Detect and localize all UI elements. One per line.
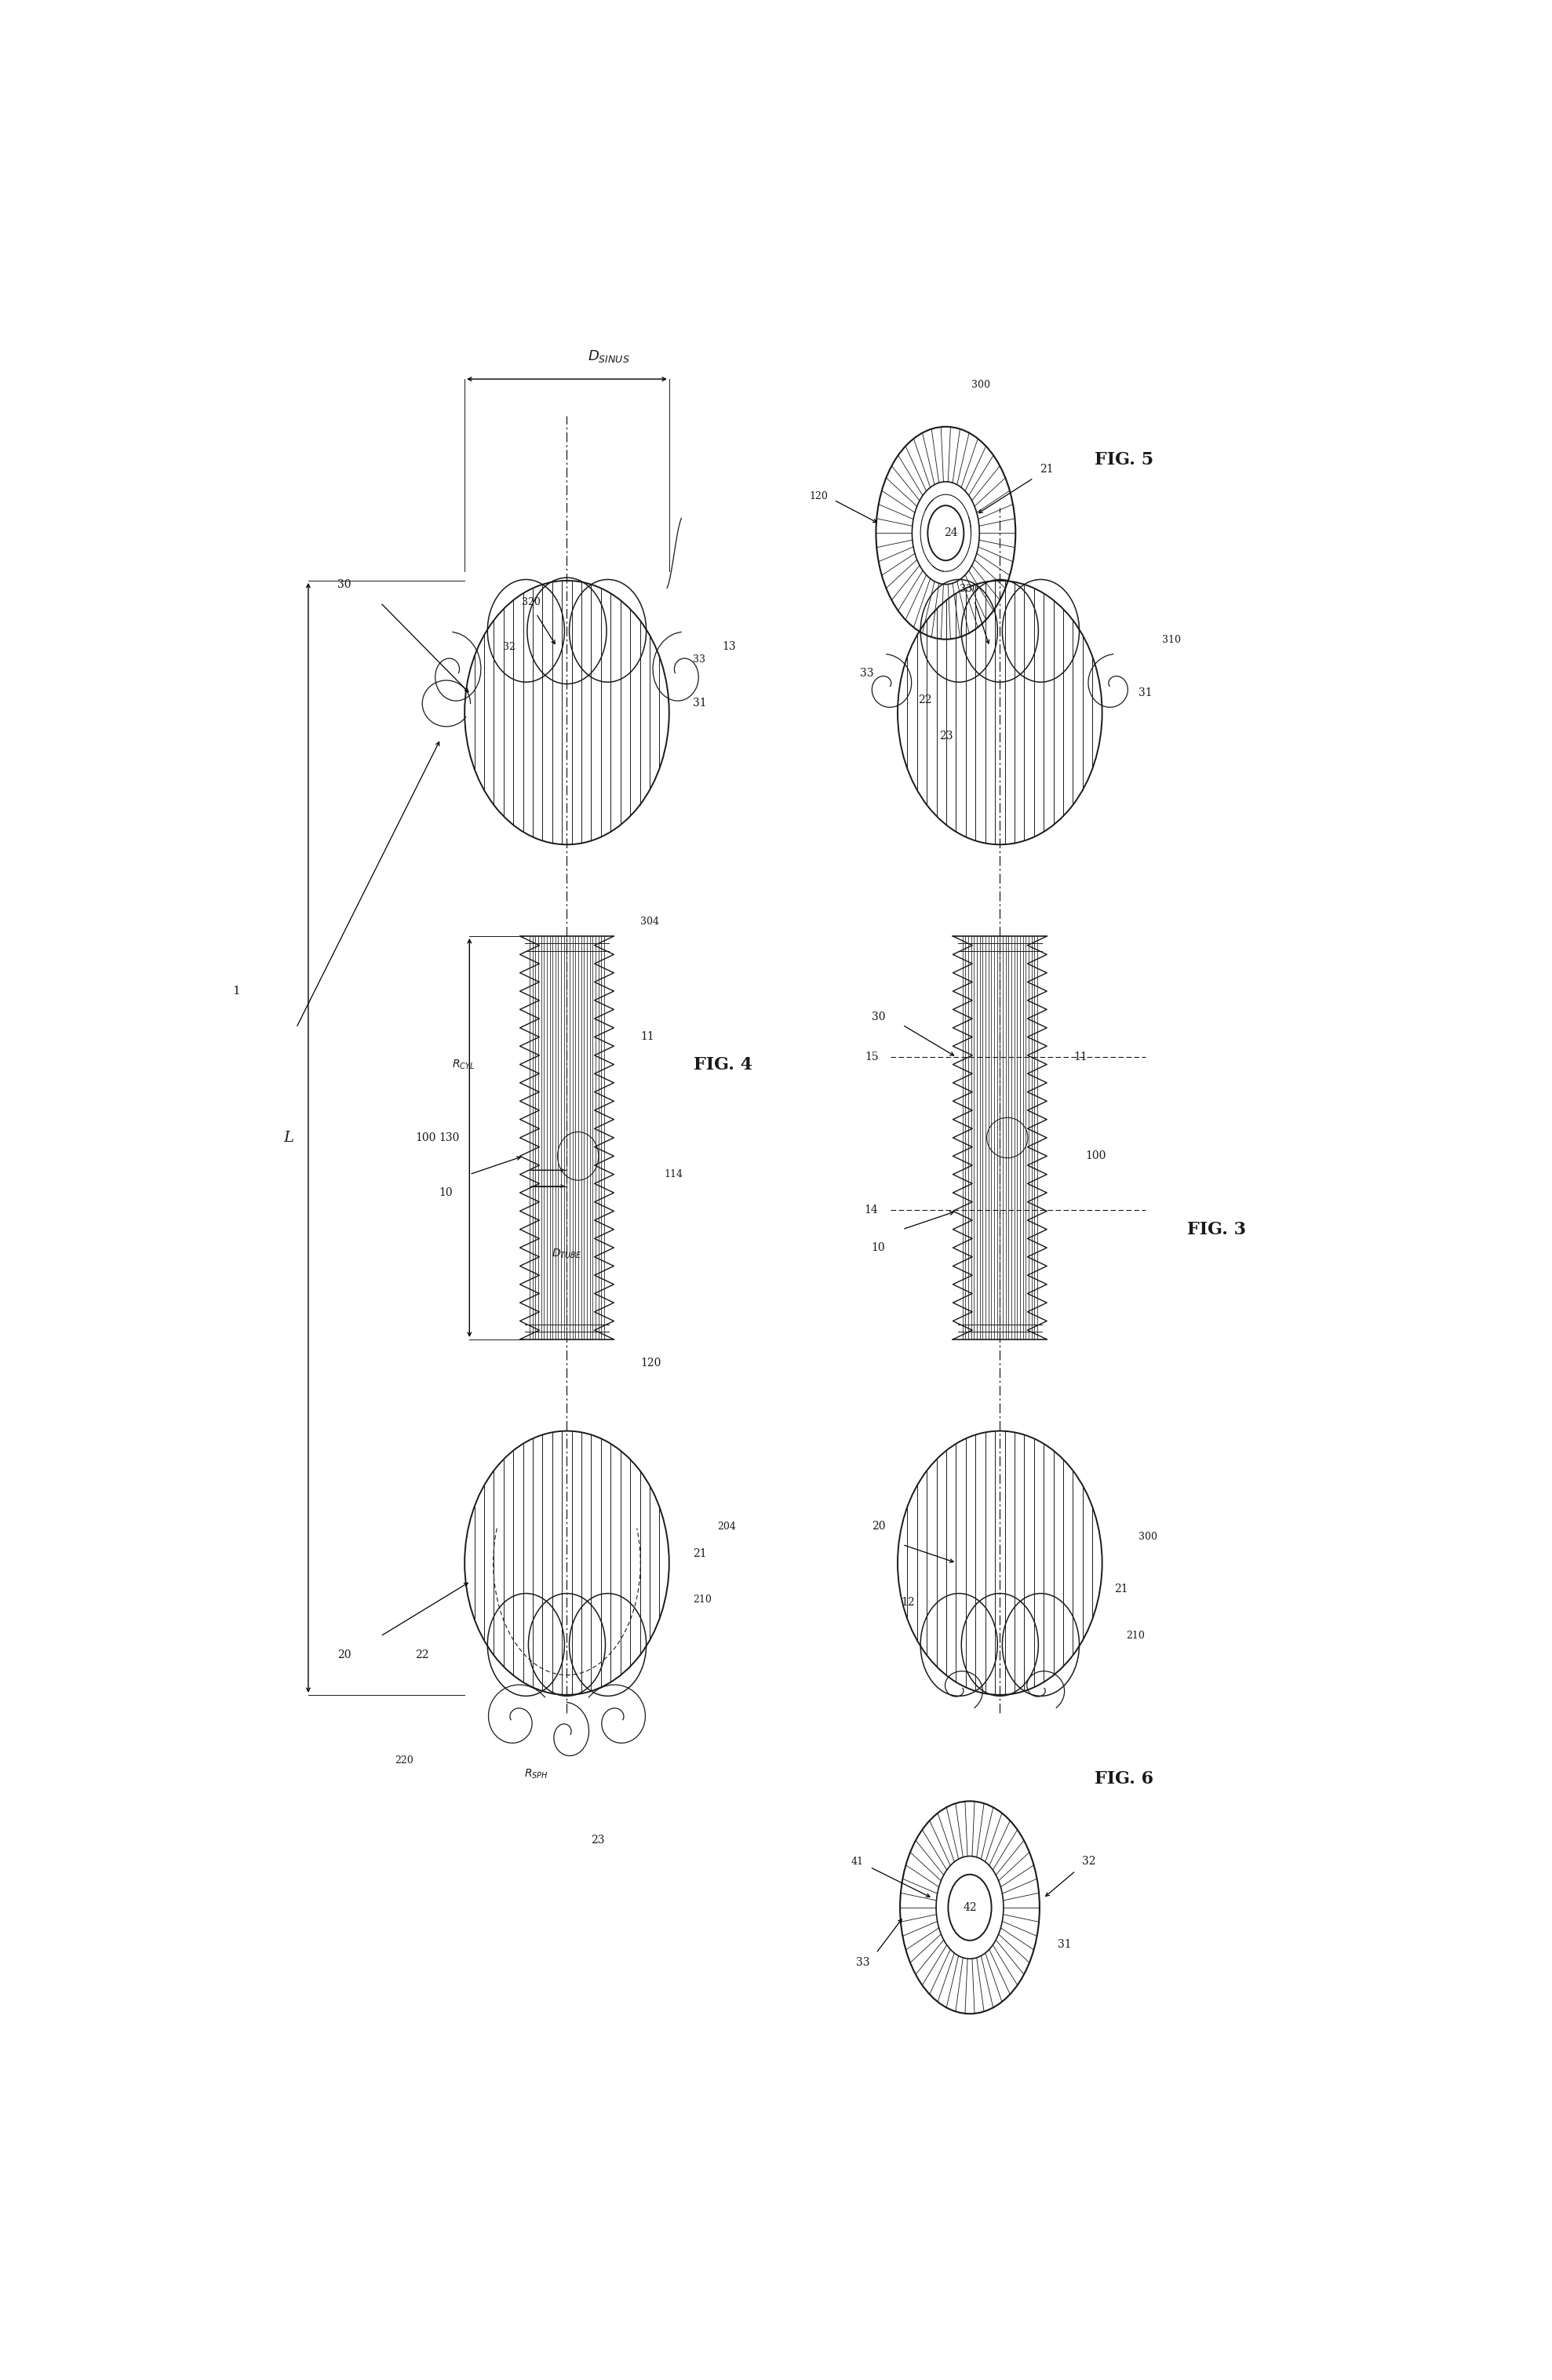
Text: 24: 24 — [944, 528, 958, 538]
Text: FIG. 5: FIG. 5 — [1094, 452, 1153, 469]
Text: FIG. 3: FIG. 3 — [1187, 1221, 1246, 1238]
Text: 31: 31 — [1057, 1940, 1071, 1949]
Text: FIG. 4: FIG. 4 — [694, 1057, 753, 1073]
Text: FIG. 6: FIG. 6 — [1094, 1771, 1153, 1787]
Text: 300: 300 — [972, 381, 990, 390]
Text: 120: 120 — [641, 1357, 661, 1368]
Text: 15: 15 — [864, 1052, 878, 1061]
Text: 1: 1 — [233, 985, 241, 997]
Text: $R_{SPH}$: $R_{SPH}$ — [525, 1768, 548, 1780]
Text: 33: 33 — [857, 1956, 871, 1968]
Text: L: L — [284, 1130, 293, 1145]
Text: 100: 100 — [414, 1133, 436, 1142]
Text: 30: 30 — [872, 1011, 885, 1023]
Text: 32: 32 — [503, 643, 515, 652]
Text: 33: 33 — [860, 666, 874, 678]
Text: 304: 304 — [641, 916, 660, 928]
Text: 22: 22 — [414, 1649, 428, 1661]
Text: 23: 23 — [591, 1835, 604, 1845]
Text: $R_{CYL}$: $R_{CYL}$ — [452, 1059, 475, 1071]
Text: 100: 100 — [1085, 1150, 1107, 1161]
Text: 14: 14 — [864, 1204, 878, 1216]
Text: 130: 130 — [439, 1133, 459, 1142]
Text: 220: 220 — [396, 1756, 414, 1766]
Text: 20: 20 — [337, 1649, 351, 1659]
Text: $D_{SINUS}$: $D_{SINUS}$ — [587, 350, 630, 364]
Text: 23: 23 — [939, 731, 953, 743]
Text: 30: 30 — [337, 578, 351, 590]
Text: 204: 204 — [717, 1521, 736, 1530]
Text: 41: 41 — [852, 1856, 864, 1866]
Text: 114: 114 — [664, 1169, 683, 1180]
Text: 320: 320 — [521, 597, 540, 607]
Text: 300: 300 — [1138, 1530, 1158, 1542]
Text: 310: 310 — [1162, 635, 1181, 645]
Text: 10: 10 — [872, 1242, 885, 1254]
Text: 31: 31 — [694, 697, 708, 709]
Text: 21: 21 — [1114, 1583, 1128, 1595]
Text: 21: 21 — [694, 1549, 708, 1559]
Text: 210: 210 — [1127, 1630, 1145, 1640]
Text: 13: 13 — [722, 640, 736, 652]
Text: 12: 12 — [900, 1597, 914, 1609]
Text: 120: 120 — [809, 490, 827, 502]
Text: 33: 33 — [694, 654, 706, 664]
Text: $D_{TUBE}$: $D_{TUBE}$ — [553, 1247, 582, 1261]
Text: 11: 11 — [1074, 1052, 1086, 1061]
Text: 10: 10 — [439, 1188, 452, 1197]
Text: 20: 20 — [872, 1521, 885, 1533]
Text: 31: 31 — [1138, 688, 1152, 697]
Text: 32: 32 — [1082, 1856, 1096, 1868]
Text: 42: 42 — [962, 1902, 976, 1914]
Text: 22: 22 — [917, 695, 931, 704]
Text: 330: 330 — [959, 583, 979, 595]
Text: 21: 21 — [1040, 464, 1054, 474]
Text: 210: 210 — [694, 1595, 712, 1604]
Text: 11: 11 — [641, 1031, 653, 1042]
